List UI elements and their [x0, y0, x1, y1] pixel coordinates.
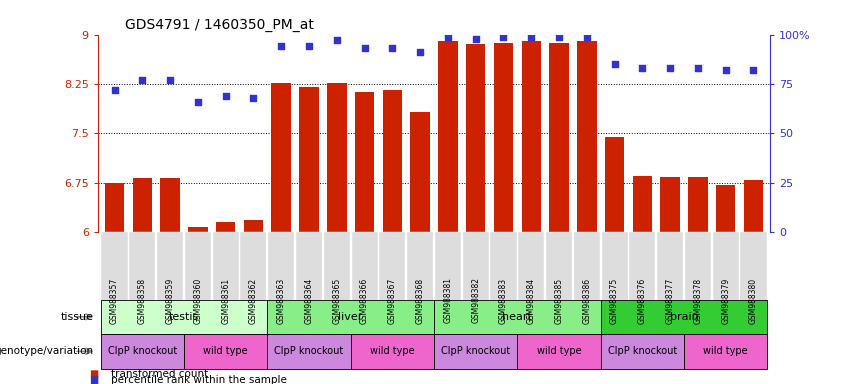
Bar: [438, 41, 458, 232]
Bar: [605, 137, 625, 232]
Point: [636, 65, 649, 71]
Bar: [271, 83, 291, 232]
Text: GSM988383: GSM988383: [499, 277, 508, 324]
Point: [719, 67, 733, 73]
Text: GSM988361: GSM988361: [221, 277, 230, 324]
Bar: [632, 176, 652, 232]
Point: [247, 95, 260, 101]
Bar: [383, 90, 402, 232]
Text: GSM988360: GSM988360: [193, 277, 203, 324]
Text: GSM988357: GSM988357: [110, 277, 119, 324]
Text: GSM988367: GSM988367: [388, 277, 397, 324]
Text: GSM988359: GSM988359: [166, 277, 174, 324]
Bar: [577, 41, 597, 232]
Point: [135, 77, 149, 83]
Text: ClpP knockout: ClpP knockout: [608, 346, 677, 356]
Bar: [466, 45, 485, 232]
Text: ClpP knockout: ClpP knockout: [108, 346, 177, 356]
Text: ■: ■: [89, 369, 99, 379]
Point: [469, 35, 483, 41]
Bar: [188, 227, 208, 232]
Bar: [133, 178, 152, 232]
Point: [330, 37, 344, 43]
Bar: [660, 177, 680, 232]
Text: wild type: wild type: [370, 346, 414, 356]
Text: GSM988375: GSM988375: [610, 277, 619, 324]
Text: testis: testis: [168, 312, 199, 322]
Bar: [327, 83, 346, 232]
Bar: [494, 43, 513, 232]
Text: heart: heart: [502, 312, 532, 322]
Point: [302, 43, 316, 50]
Text: GSM988363: GSM988363: [277, 277, 286, 324]
Text: GSM988377: GSM988377: [665, 277, 675, 324]
Point: [663, 65, 677, 71]
Text: GSM988381: GSM988381: [443, 278, 453, 323]
Bar: [688, 177, 708, 232]
Bar: [300, 87, 319, 232]
Point: [691, 65, 705, 71]
Text: GSM988376: GSM988376: [638, 277, 647, 324]
Bar: [410, 113, 430, 232]
Text: GSM988364: GSM988364: [305, 277, 313, 324]
Bar: [105, 183, 124, 232]
Bar: [243, 220, 263, 232]
Point: [414, 49, 427, 55]
Text: GSM988384: GSM988384: [527, 277, 536, 324]
Text: ClpP knockout: ClpP knockout: [274, 346, 344, 356]
Text: ClpP knockout: ClpP knockout: [441, 346, 511, 356]
Text: GSM988362: GSM988362: [249, 277, 258, 324]
Text: GSM988382: GSM988382: [471, 278, 480, 323]
Point: [219, 93, 232, 99]
Text: ■: ■: [89, 375, 99, 384]
Text: wild type: wild type: [704, 346, 748, 356]
Point: [580, 33, 594, 40]
Text: GSM988378: GSM988378: [694, 277, 702, 324]
Point: [441, 33, 454, 40]
Point: [191, 99, 205, 105]
Text: GSM988358: GSM988358: [138, 277, 147, 324]
Text: tissue: tissue: [60, 312, 94, 322]
Bar: [216, 222, 236, 232]
Point: [552, 33, 566, 40]
Point: [497, 33, 511, 40]
Text: GSM988386: GSM988386: [582, 277, 591, 324]
Point: [357, 45, 371, 51]
Point: [108, 87, 122, 93]
Text: GDS4791 / 1460350_PM_at: GDS4791 / 1460350_PM_at: [125, 18, 314, 32]
Text: GSM988368: GSM988368: [415, 277, 425, 324]
Text: percentile rank within the sample: percentile rank within the sample: [111, 375, 287, 384]
Text: GSM988380: GSM988380: [749, 277, 758, 324]
Point: [524, 33, 538, 40]
Point: [746, 67, 760, 73]
Text: wild type: wild type: [537, 346, 581, 356]
Text: GSM988366: GSM988366: [360, 277, 369, 324]
Bar: [716, 185, 735, 232]
Text: GSM988385: GSM988385: [555, 277, 563, 324]
Point: [386, 45, 399, 51]
Point: [274, 43, 288, 50]
Text: liver: liver: [339, 312, 363, 322]
Bar: [744, 180, 763, 232]
Bar: [160, 178, 180, 232]
Text: GSM988379: GSM988379: [721, 277, 730, 324]
Bar: [522, 41, 541, 232]
Point: [608, 61, 621, 67]
Text: GSM988365: GSM988365: [332, 277, 341, 324]
Text: transformed count: transformed count: [111, 369, 208, 379]
Bar: [549, 43, 568, 232]
Text: wild type: wild type: [203, 346, 248, 356]
Text: brain: brain: [670, 312, 699, 322]
Point: [163, 77, 177, 83]
Bar: [355, 92, 374, 232]
Text: genotype/variation: genotype/variation: [0, 346, 94, 356]
